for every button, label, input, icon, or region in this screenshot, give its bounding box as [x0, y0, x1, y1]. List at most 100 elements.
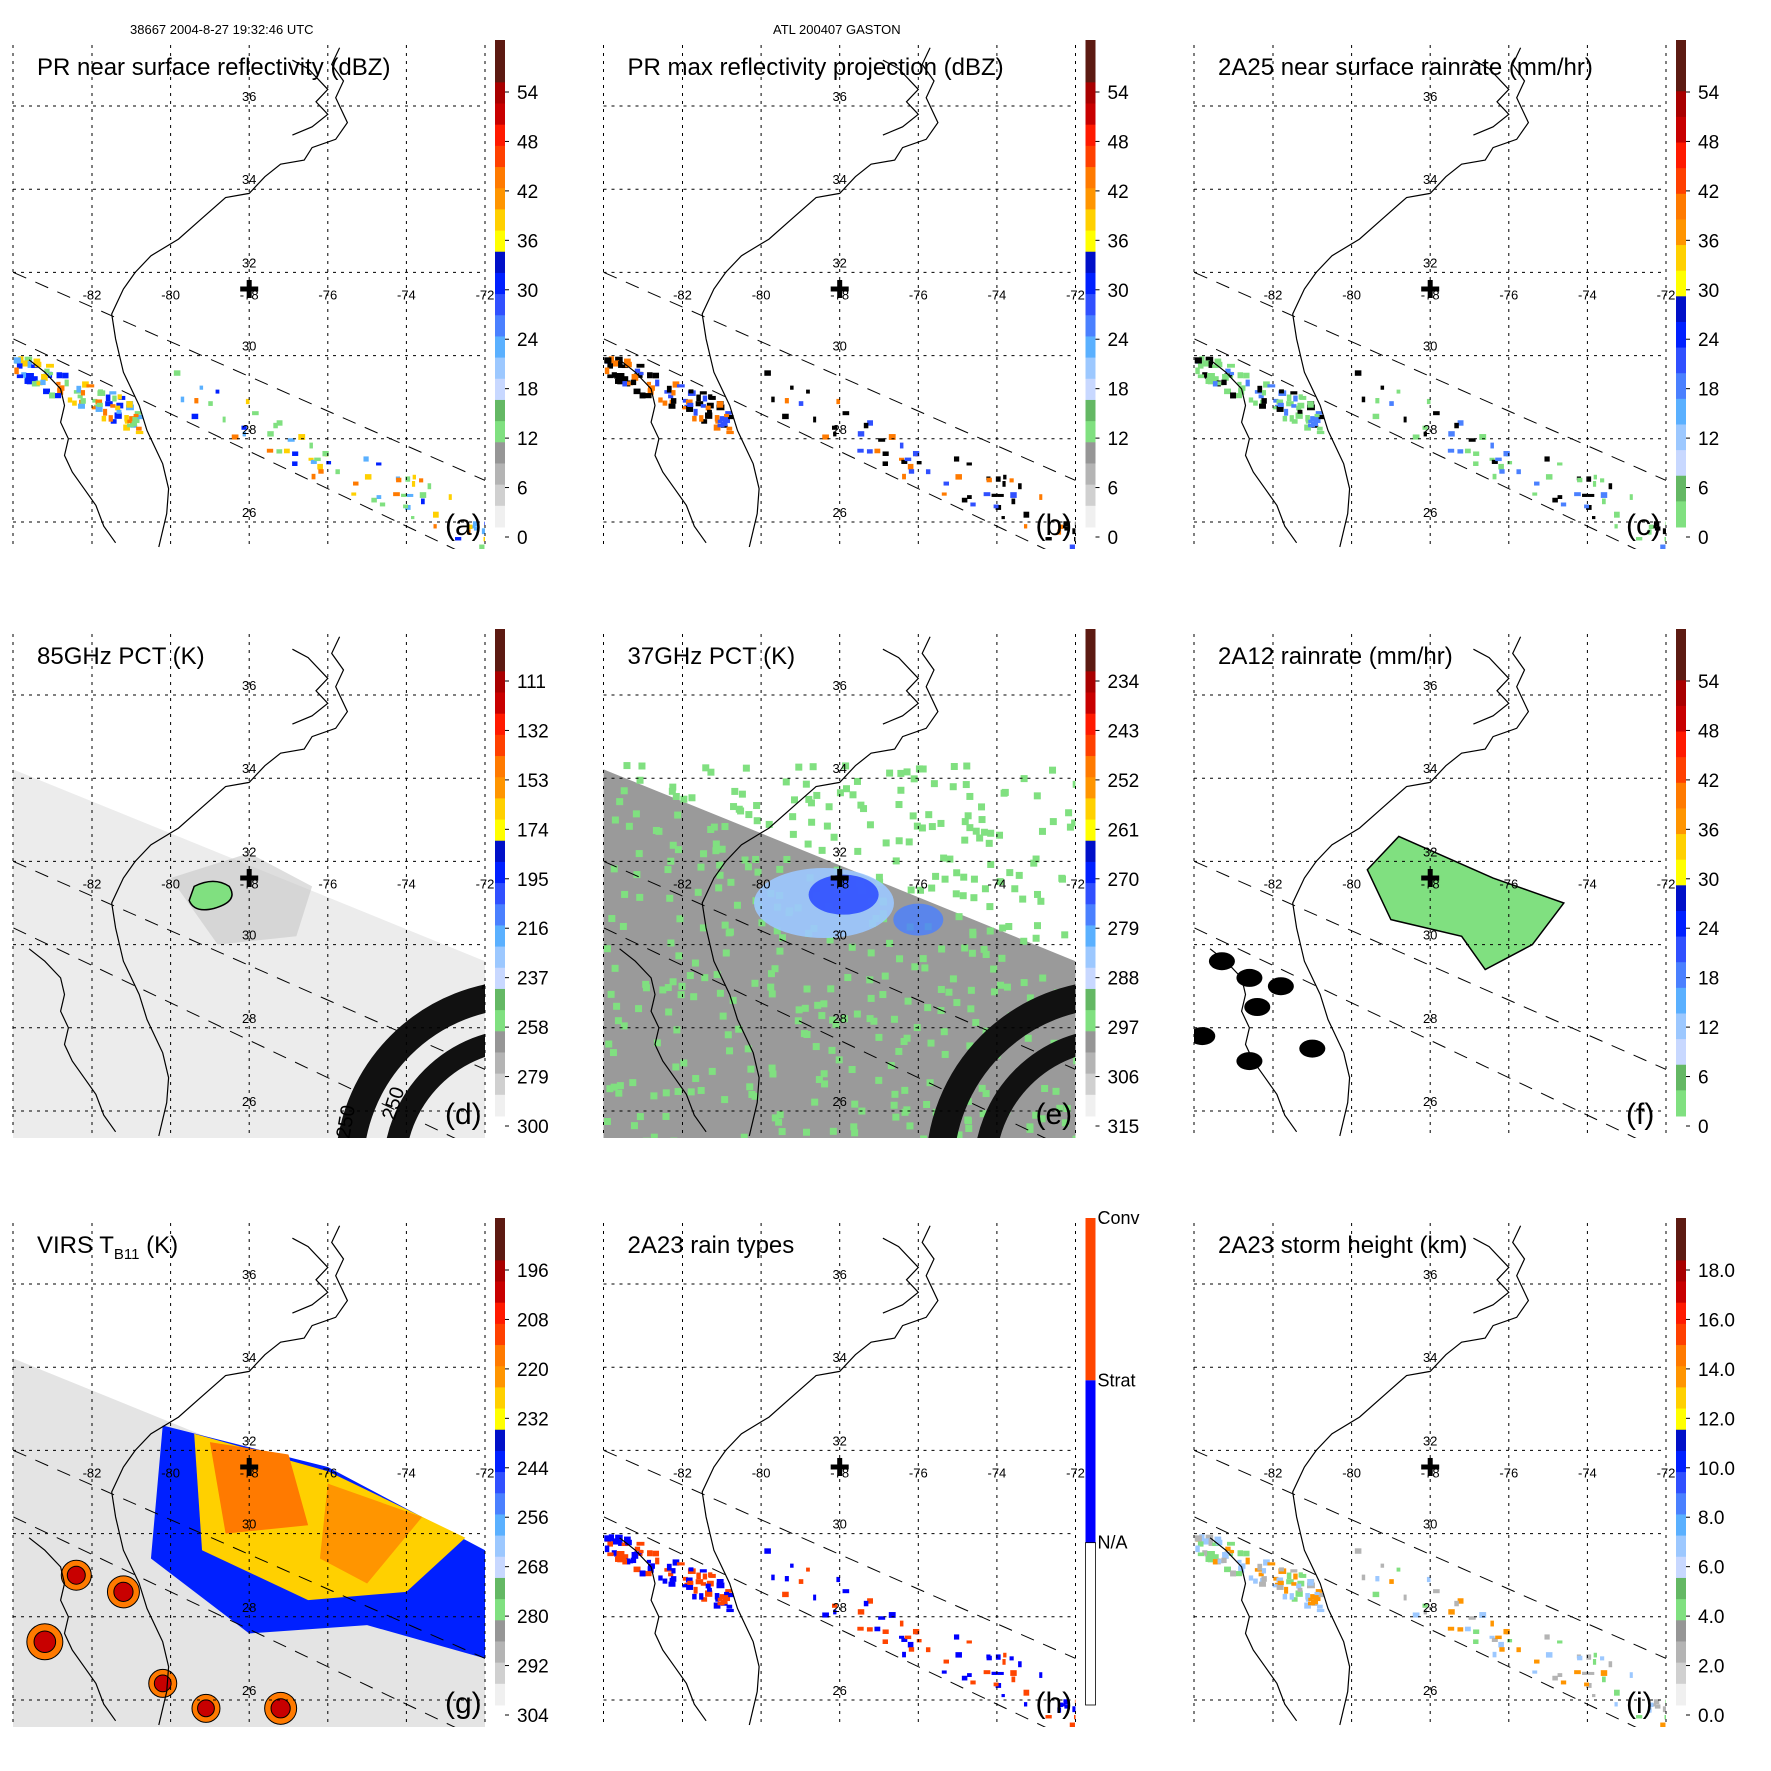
lon-tick-label: -72 — [476, 876, 495, 891]
lat-tick-label: 32 — [242, 255, 256, 270]
colorbar-bin — [1085, 1073, 1096, 1096]
ring-label: 250 — [478, 972, 517, 1004]
storm-center-plus-icon — [1421, 280, 1440, 299]
colorbar-bin — [1676, 91, 1686, 118]
colorbar-tick-label: 18 — [1698, 969, 1719, 990]
colorbar-tick-label: 232 — [517, 1409, 549, 1430]
colorbar-bin — [1085, 167, 1096, 189]
lat-tick-label: 28 — [242, 422, 256, 437]
pr-swath-edge — [1194, 927, 1637, 1138]
colorbar: 54 48 42 36 30 24 18 12 6 0 — [1676, 629, 1720, 1138]
colorbar-tick-label: 2.0 — [1698, 1657, 1724, 1678]
panel-e: 36 34 32 30 28 26 -82 -80 -78 -76 -74 -72 37GHz PCT … — [603, 629, 1140, 1138]
panel-letter: (e) — [1036, 1098, 1073, 1131]
colorbar-bin — [495, 883, 505, 905]
lon-tick-label: -80 — [752, 1465, 771, 1480]
lon-tick-label: -76 — [1499, 287, 1518, 302]
colorbar-tick-label: 270 — [1108, 870, 1140, 891]
colorbar: 111 132 153 174 195 216 237 258 279 300 — [495, 629, 549, 1138]
colorbar-tick-label: 220 — [517, 1360, 549, 1381]
colorbar-bin — [495, 315, 505, 337]
colorbar-bin — [495, 1239, 505, 1261]
panel-title: PR near surface reflectivity (dBZ) — [37, 54, 390, 81]
colorbar-bin — [495, 167, 505, 189]
colorbar-bin — [495, 629, 505, 651]
colorbar-bin — [1676, 193, 1686, 220]
panel-letter: (h) — [1036, 1687, 1073, 1720]
tmi-swath — [13, 769, 485, 1138]
colorbar-tick-label: 18.0 — [1698, 1261, 1735, 1282]
lon-tick-label: -80 — [752, 876, 771, 891]
pr-swath-edge — [603, 1449, 1076, 1659]
pr-swath-edge — [603, 338, 1047, 549]
colorbar-bin — [495, 1620, 505, 1642]
lat-tick-label: 30 — [832, 339, 846, 354]
colorbar-bin — [495, 61, 505, 83]
panel-title: PR max reflectivity projection (dBZ) — [628, 54, 1004, 81]
colorbar-bin — [495, 1472, 505, 1494]
lon-tick-label: -80 — [161, 876, 180, 891]
colorbar-bin — [1085, 861, 1096, 884]
colorbar-bin — [1085, 671, 1096, 694]
colorbar-bin — [1676, 1683, 1686, 1706]
lat-tick-label: 26 — [1423, 505, 1437, 520]
colorbar-bin — [495, 904, 505, 926]
panel-title: 2A25 near surface rainrate (mm/hr) — [1218, 54, 1593, 81]
colorbar-tick-label: 234 — [1108, 672, 1140, 693]
lon-tick-label: -82 — [1264, 876, 1283, 891]
colorbar-bin — [1676, 398, 1686, 425]
colorbar-bin — [495, 209, 505, 232]
colorbar-tick-label: 36 — [1108, 231, 1129, 252]
colorbar-bin — [1676, 808, 1686, 835]
colorbar-bin — [495, 505, 505, 528]
colorbar-tick-label: 252 — [1108, 771, 1140, 792]
lon-tick-label: -82 — [83, 876, 102, 891]
lon-tick-label: -74 — [988, 1465, 1007, 1480]
colorbar-bin — [1085, 1010, 1096, 1032]
lon-tick-label: -74 — [397, 287, 416, 302]
pr-swath-edge — [1194, 860, 1666, 1070]
colorbar-bin — [495, 1429, 505, 1452]
lon-tick-label: -80 — [1342, 1465, 1361, 1480]
colorbar-bin — [495, 336, 505, 359]
colorbar-tick-label: 196 — [517, 1261, 549, 1282]
colorbar-bin — [1676, 987, 1686, 1014]
colorbar-tick-label: 288 — [1108, 969, 1140, 990]
colorbar-tick-label: 6 — [1108, 479, 1119, 500]
colorbar: 196 208 220 232 244 256 268 280 292 304 — [495, 1218, 549, 1727]
colorbar-bin — [1085, 61, 1096, 83]
map-area — [1194, 636, 1666, 1138]
lat-tick-label: 26 — [1423, 1683, 1437, 1698]
colorbar-bin — [1085, 798, 1096, 821]
colorbar-tick-label: 243 — [1108, 721, 1140, 742]
colorbar-bin — [1676, 782, 1686, 809]
colorbar-label: Strat — [1098, 1370, 1136, 1390]
lon-tick-label: -80 — [161, 1465, 180, 1480]
colorbar-tick-label: 36 — [517, 231, 538, 252]
lat-tick-label: 36 — [1423, 1267, 1437, 1282]
colorbar-bin — [1085, 629, 1096, 651]
colorbar-bin — [495, 840, 505, 863]
lon-tick-label: -82 — [673, 876, 692, 891]
colorbar-bin — [1676, 680, 1686, 707]
lat-tick-label: 32 — [832, 844, 846, 859]
colorbar-tick-label: 279 — [1108, 919, 1140, 940]
lon-tick-label: -76 — [909, 287, 928, 302]
colorbar: 54 48 42 36 30 24 18 12 6 0 — [1676, 40, 1720, 549]
colorbar-tick-label: 292 — [517, 1657, 549, 1678]
colorbar-bin — [1085, 692, 1096, 715]
coastline-gulf — [619, 359, 707, 544]
lat-tick-label: 28 — [832, 422, 846, 437]
lon-tick-label: -78 — [830, 876, 849, 891]
map-area — [1194, 47, 1666, 549]
colorbar-bin — [495, 230, 505, 253]
colorbar-tick-label: 315 — [1108, 1117, 1140, 1138]
colorbar-bin — [495, 484, 505, 507]
lon-tick-label: -76 — [909, 1465, 928, 1480]
lat-tick-label: 28 — [832, 1011, 846, 1026]
lon-tick-label: -82 — [83, 1465, 102, 1480]
colorbar-bin — [1085, 272, 1096, 295]
colorbar-tick-label: 48 — [1698, 721, 1719, 742]
coastline-pamlico — [1473, 59, 1510, 136]
